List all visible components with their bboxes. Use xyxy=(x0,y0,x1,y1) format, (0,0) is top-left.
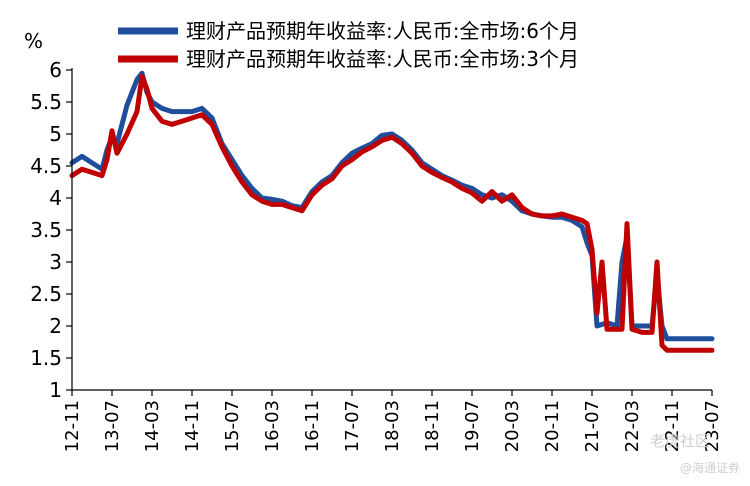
x-tick-label: 20-03 xyxy=(502,400,523,452)
x-tick-label: 14-03 xyxy=(142,400,163,452)
x-tick-label: 16-11 xyxy=(302,400,323,452)
series-layer xyxy=(69,70,715,353)
x-tick-label: 14-11 xyxy=(182,400,203,452)
x-tick-label: 13-07 xyxy=(102,400,123,452)
y-tick-label: 4.5 xyxy=(30,154,62,178)
y-tick-label: 4 xyxy=(49,186,62,210)
x-tick-label: 19-07 xyxy=(462,400,483,452)
x-tick-label: 20-11 xyxy=(542,400,563,452)
x-axis: 12-11 13-07 14-03 14-11 15-07 16-03 16-11 17-07… xyxy=(62,389,723,452)
y-tick-label: 2.5 xyxy=(30,282,62,306)
x-tick-label: 15-07 xyxy=(222,400,243,452)
x-tick-label: 12-11 xyxy=(62,400,83,452)
watermark-community: 老虎社区 xyxy=(650,432,711,450)
x-tick-label: 16-03 xyxy=(262,400,283,452)
x-tick-label: 18-03 xyxy=(382,400,403,452)
series-line-3m xyxy=(69,73,715,353)
y-tick-label: 3 xyxy=(49,250,62,274)
watermark-source: @海通证券 xyxy=(680,461,741,475)
x-tick-label: 22-11 xyxy=(662,400,683,452)
y-tick-label: 5 xyxy=(49,122,62,146)
x-tick-label: 22-03 xyxy=(622,400,643,452)
y-unit-label: % xyxy=(24,29,43,53)
legend: 理财产品预期年收益率:人民币:全市场:6个月 理财产品预期年收益率:人民币:全市… xyxy=(118,19,579,71)
y-tick-label: 3.5 xyxy=(30,218,62,242)
legend-label-3m: 理财产品预期年收益率:人民币:全市场:3个月 xyxy=(186,47,579,71)
series-line-6m xyxy=(69,70,715,342)
y-tick-label: 1 xyxy=(49,378,62,402)
x-tick-label: 23-07 xyxy=(702,400,723,452)
x-tick-label: 18-11 xyxy=(422,400,443,452)
x-tick-label: 21-07 xyxy=(582,400,603,452)
x-tick-label: 17-07 xyxy=(342,400,363,452)
y-tick-label: 6 xyxy=(49,58,62,82)
y-axis: 1 1.5 2 2.5 3 3.5 4 4.5 5 5.5 6 xyxy=(30,58,73,402)
y-tick-label: 2 xyxy=(49,314,62,338)
y-tick-label: 5.5 xyxy=(30,90,62,114)
y-tick-label: 1.5 xyxy=(30,346,62,370)
legend-label-6m: 理财产品预期年收益率:人民币:全市场:6个月 xyxy=(186,19,579,43)
